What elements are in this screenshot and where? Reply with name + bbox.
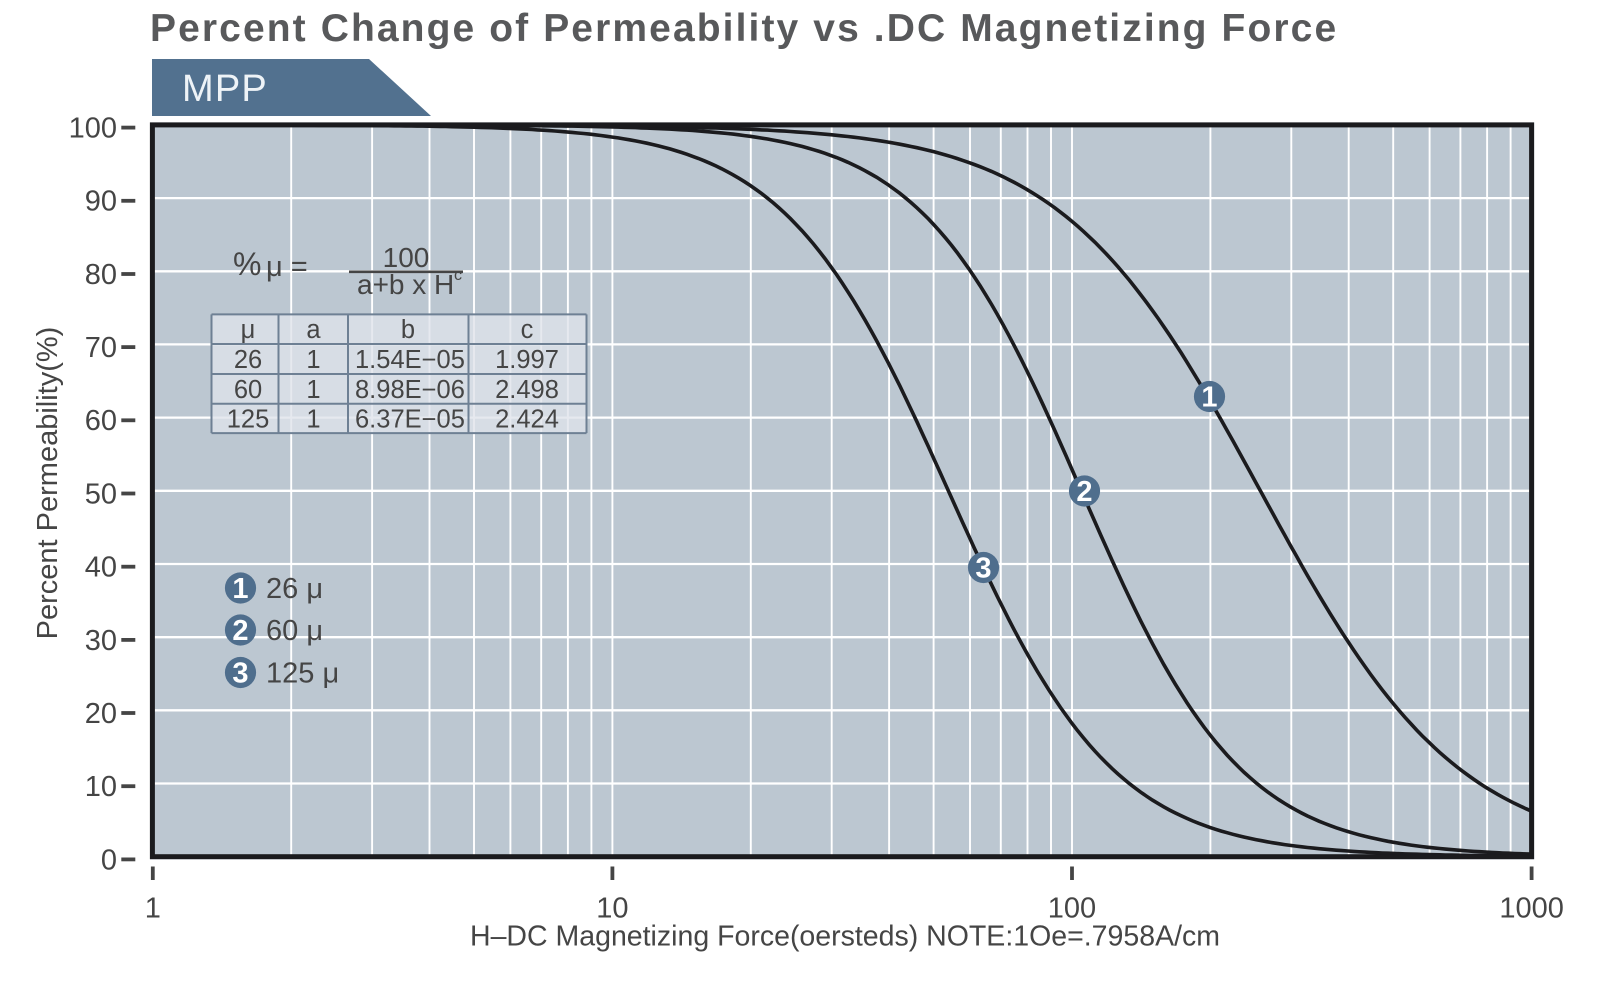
svg-text:1.54E−05: 1.54E−05 — [355, 346, 465, 374]
svg-text:90: 90 — [85, 186, 117, 218]
svg-text:10: 10 — [85, 771, 117, 803]
svg-text:60 μ: 60 μ — [266, 615, 323, 647]
svg-text:40: 40 — [85, 552, 117, 584]
svg-text:60: 60 — [85, 405, 117, 437]
svg-text:100: 100 — [1048, 893, 1096, 925]
svg-text:Percent Change of Permeability: Percent Change of Permeability vs .DC Ma… — [150, 7, 1338, 50]
svg-text:a: a — [306, 316, 321, 344]
svg-text:1: 1 — [1201, 382, 1217, 414]
svg-text:125: 125 — [227, 406, 270, 434]
svg-text:μ =: μ = — [266, 251, 308, 283]
svg-text:1: 1 — [306, 346, 320, 374]
svg-text:26: 26 — [234, 346, 262, 374]
svg-text:100: 100 — [383, 242, 430, 273]
svg-text:50: 50 — [85, 478, 117, 510]
svg-text:1: 1 — [306, 376, 320, 404]
svg-text:8.98E−06: 8.98E−06 — [355, 376, 465, 404]
svg-text:MPP: MPP — [182, 68, 268, 110]
svg-text:26 μ: 26 μ — [266, 573, 323, 605]
svg-text:1: 1 — [145, 893, 161, 925]
svg-text:3: 3 — [232, 658, 248, 690]
svg-text:30: 30 — [85, 625, 117, 657]
svg-text:1: 1 — [232, 573, 248, 605]
svg-text:a+b x H: a+b x H — [357, 269, 454, 300]
svg-text:Percent Permeability(%): Percent Permeability(%) — [32, 327, 64, 640]
svg-text:1000: 1000 — [1499, 893, 1564, 925]
svg-text:c: c — [454, 267, 462, 284]
svg-text:2.498: 2.498 — [495, 376, 559, 404]
svg-text:60: 60 — [234, 376, 262, 404]
svg-text:%: % — [233, 246, 261, 282]
svg-text:1: 1 — [306, 406, 320, 434]
svg-text:0: 0 — [101, 844, 117, 876]
svg-text:125 μ: 125 μ — [266, 658, 339, 690]
svg-text:2.424: 2.424 — [495, 406, 559, 434]
svg-text:μ: μ — [241, 316, 256, 344]
svg-text:2: 2 — [232, 615, 248, 647]
svg-text:2: 2 — [1076, 476, 1092, 508]
svg-text:H–DC Magnetizing Force(oersted: H–DC Magnetizing Force(oersteds) NOTE:1O… — [470, 921, 1220, 953]
svg-text:100: 100 — [69, 113, 117, 145]
svg-text:6.37E−05: 6.37E−05 — [355, 406, 465, 434]
svg-text:3: 3 — [975, 553, 991, 585]
svg-text:10: 10 — [596, 893, 628, 925]
svg-text:b: b — [401, 316, 415, 344]
svg-text:c: c — [521, 316, 534, 344]
svg-text:20: 20 — [85, 698, 117, 730]
svg-text:80: 80 — [85, 259, 117, 291]
svg-text:70: 70 — [85, 332, 117, 364]
svg-text:1.997: 1.997 — [495, 346, 559, 374]
